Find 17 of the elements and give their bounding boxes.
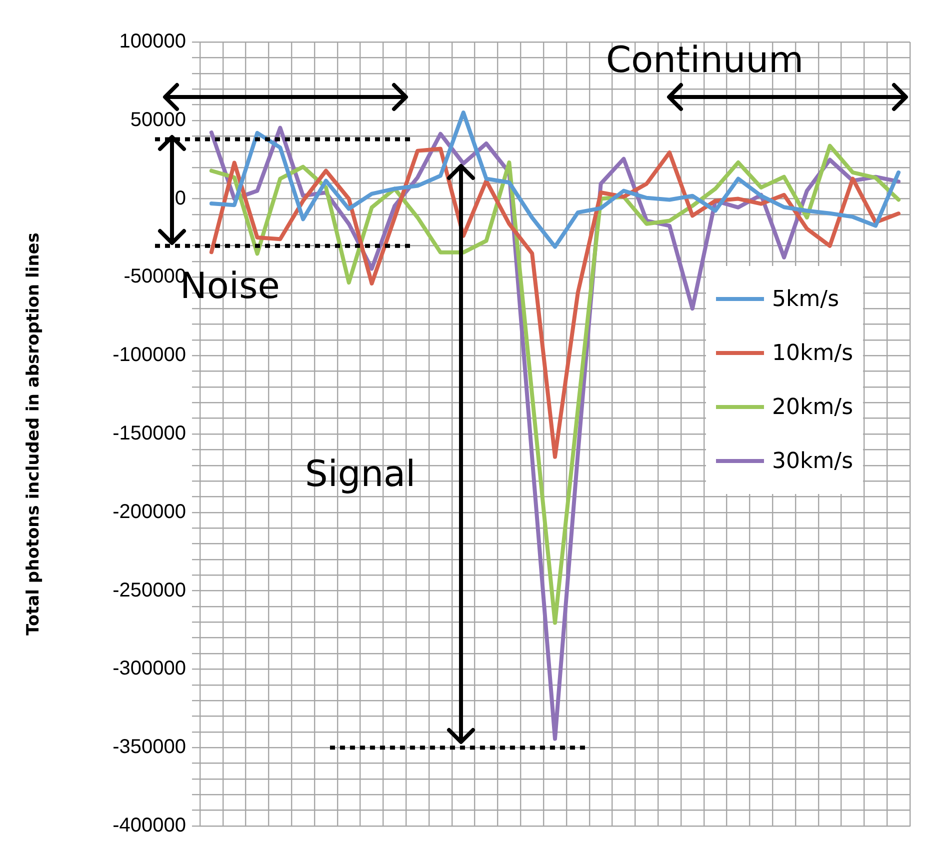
legend-label: 5km/s [772,286,840,312]
annotation: Continuum [606,40,804,81]
legend-label: 20km/s [772,394,854,420]
y-tick-label: 100000 [119,30,186,53]
y-tick-label: -400000 [112,814,186,837]
y-axis-title: Total photons included in absroption lines [24,232,44,636]
y-tick-label: 0 [174,187,186,210]
y-tick-label: -250000 [112,579,186,602]
y-tick-label: -150000 [112,422,186,445]
y-tick-label: 50000 [130,108,186,131]
y-tick-label: -350000 [112,736,186,758]
legend-label: 30km/s [772,448,854,474]
annotation: Signal [305,454,416,495]
y-tick-label: -300000 [112,658,186,680]
y-tick-label: -200000 [112,500,186,523]
y-tick-label: -100000 [112,344,186,366]
legend-label: 10km/s [772,340,854,366]
